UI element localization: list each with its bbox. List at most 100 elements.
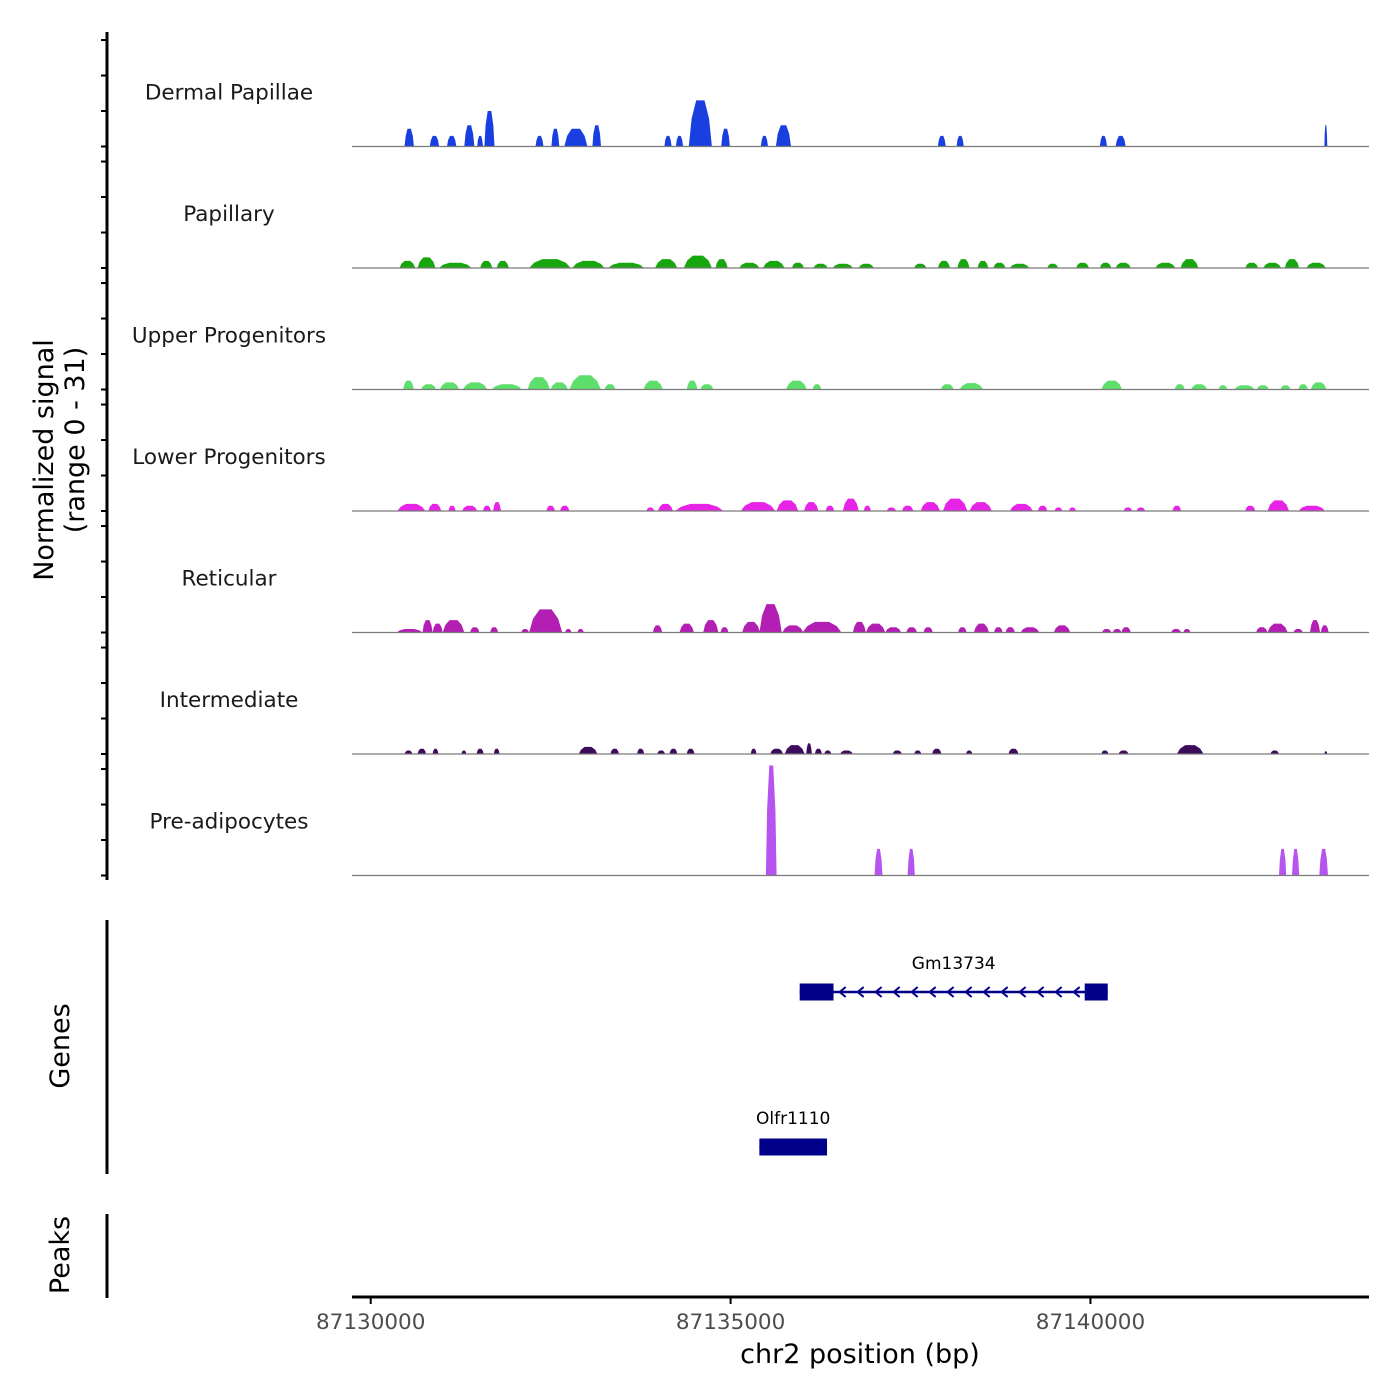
coverage-peak (906, 627, 917, 633)
gene-gm13734: Gm13734 (799, 954, 1108, 1001)
coverage-peak (546, 505, 555, 511)
coverage-peak (914, 750, 922, 754)
coverage-peak (577, 629, 584, 633)
gene-exon (799, 983, 834, 1001)
track-label: Intermediate (160, 688, 299, 713)
coverage-peak (901, 505, 914, 511)
coverage-peak (679, 623, 694, 633)
strand-arrow (982, 986, 991, 998)
gene-exon (1084, 983, 1108, 1001)
coverage-peak (664, 135, 672, 147)
coverage-peak (1118, 750, 1129, 754)
coverage-peak (760, 135, 768, 147)
coverage-peak (1218, 385, 1228, 390)
coverage-peak (865, 623, 886, 633)
coverage-peak (1284, 259, 1300, 268)
coverage-peak (565, 629, 572, 633)
coverage-peak (920, 502, 940, 511)
coverage-peak (1324, 751, 1328, 754)
coverage-peak (1245, 505, 1256, 511)
coverage-peak (439, 262, 472, 268)
coverage-peak (965, 750, 973, 754)
coverage-peak (886, 507, 897, 511)
coverage-peak (940, 384, 954, 390)
coverage-peak (1263, 262, 1282, 268)
coverage-peak (646, 507, 655, 511)
coverage-peak (686, 380, 698, 390)
coverage-peak (842, 498, 859, 511)
coverage-peak (1068, 507, 1077, 511)
coverage-peak (1112, 629, 1122, 633)
coverage-peak (700, 384, 714, 390)
coverage-peak (1306, 262, 1326, 268)
coverage-peak (432, 748, 439, 754)
strand-arrow (1072, 986, 1081, 998)
coverage-peak (959, 383, 984, 390)
coverage-peak (608, 262, 645, 268)
coverage-peak (1172, 505, 1182, 511)
coverage-peak (1123, 507, 1133, 511)
coverage-peak (750, 748, 757, 754)
coverage-peak (610, 748, 619, 754)
track-label: Pre-adipocytes (150, 810, 309, 835)
coverage-peak (399, 260, 416, 268)
coverage-peak (470, 627, 480, 633)
coverage-peak (721, 128, 730, 147)
coverage-peak (560, 505, 570, 511)
coverage-peak (1267, 623, 1288, 633)
coverage-peak (1102, 629, 1112, 633)
coverage-peak (840, 750, 853, 754)
coverage-peak (447, 135, 457, 147)
coverage-peak (802, 621, 842, 633)
track-label: Dermal Papillae (145, 81, 313, 106)
coverage-peak (476, 748, 484, 754)
coverage-peak (806, 743, 812, 754)
y-axis-title-line2: (range 0 - 31) (60, 347, 91, 534)
coverage-peak (776, 500, 799, 511)
coverage-peak (1191, 384, 1208, 390)
coverage-peak (464, 125, 475, 147)
coverage-peak (791, 262, 804, 268)
coverage-peak (657, 750, 666, 754)
coverage-peak (942, 498, 968, 511)
coverage-peak (1008, 748, 1019, 754)
strand-arrow (874, 986, 883, 998)
coverage-peak (852, 621, 866, 633)
coverage-peak (417, 748, 427, 754)
coverage-peak (1053, 625, 1071, 633)
track-reticular: Reticular (181, 567, 1369, 634)
coverage-peak (1180, 259, 1199, 268)
x-tick-label: 87135000 (676, 1310, 785, 1335)
coverage-peak (396, 629, 423, 633)
coverage-peak (937, 260, 951, 268)
coverage-peak (529, 259, 571, 268)
coverage-peak (429, 135, 440, 147)
coverage-peak (892, 750, 902, 754)
strand-arrow (928, 986, 937, 998)
coverage-peak (491, 384, 522, 390)
coverage-peak (483, 505, 491, 511)
coverage-peak (969, 502, 992, 511)
coverage-peak (715, 259, 728, 268)
strand-arrow (1054, 986, 1063, 998)
gene-annotations: Gm13734 Olfr1110 (756, 954, 1108, 1156)
coverage-peak (404, 128, 414, 147)
coverage-peak (686, 748, 695, 754)
gene-olfr1110: Olfr1110 (756, 1109, 830, 1156)
coverage-peak (1099, 262, 1112, 268)
coverage-peak (1183, 629, 1191, 633)
coverage-peak (993, 262, 1006, 268)
coverage-peak (804, 502, 819, 511)
x-tick-label: 87140000 (1036, 1310, 1145, 1335)
coverage-peak (1298, 505, 1326, 511)
coverage-peak (973, 623, 989, 633)
coverage-peak (675, 503, 724, 511)
track-lower-progenitors: Lower Progenitors (132, 445, 1369, 512)
gene-label: Olfr1110 (756, 1109, 830, 1129)
coverage-peak (480, 260, 493, 268)
coverage-peak (1279, 848, 1287, 876)
coverage-peak (550, 382, 568, 390)
coverage-tracks: Dermal Papillae Papillary Upper Progenitor… (132, 81, 1369, 877)
